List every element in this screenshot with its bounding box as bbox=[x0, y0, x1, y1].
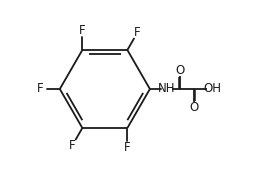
Text: O: O bbox=[176, 64, 185, 77]
Text: F: F bbox=[134, 26, 141, 39]
Text: F: F bbox=[124, 142, 131, 155]
Text: F: F bbox=[69, 139, 76, 152]
Text: F: F bbox=[36, 82, 43, 96]
Text: F: F bbox=[79, 23, 86, 36]
Text: O: O bbox=[189, 101, 198, 114]
Text: OH: OH bbox=[203, 82, 221, 96]
Text: NH: NH bbox=[158, 82, 175, 96]
